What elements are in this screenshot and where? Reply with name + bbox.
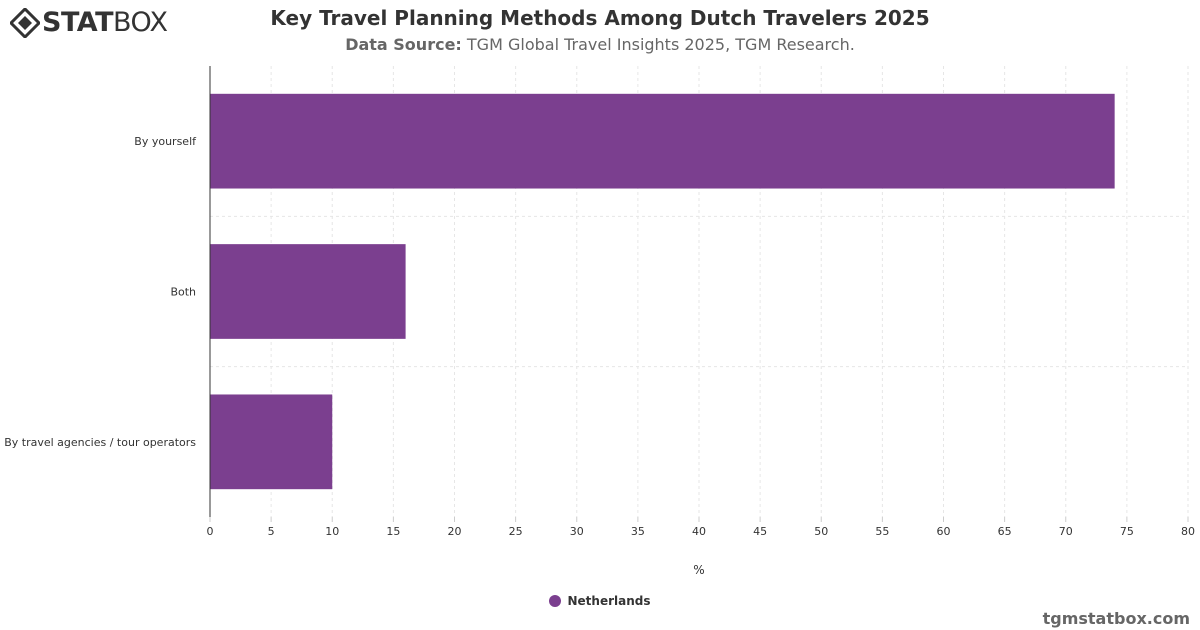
bar	[210, 244, 406, 339]
bar	[210, 394, 333, 490]
y-tick-label: Both	[170, 286, 196, 299]
x-tick-label: 75	[1120, 525, 1134, 538]
x-tick-label: 60	[937, 525, 951, 538]
legend-label-netherlands: Netherlands	[567, 594, 651, 608]
source-text: TGM Global Travel Insights 2025, TGM Res…	[466, 35, 855, 54]
logo-text-light: BOX	[112, 7, 168, 38]
x-tick-label: 55	[875, 525, 889, 538]
x-tick-label: 20	[448, 525, 462, 538]
x-tick-label: 65	[998, 525, 1012, 538]
x-tick-label: 35	[631, 525, 645, 538]
x-tick-label: 5	[268, 525, 275, 538]
logo-text-bold: STAT	[42, 7, 113, 38]
chart-title: Key Travel Planning Methods Among Dutch …	[270, 6, 930, 30]
x-axis-title: %	[693, 563, 704, 577]
legend[interactable]: Netherlands	[0, 594, 1200, 608]
logo-text: STATBOX	[42, 8, 168, 38]
x-tick-label: 70	[1059, 525, 1073, 538]
x-tick-label: 30	[570, 525, 584, 538]
statbox-diamond-icon	[10, 8, 40, 38]
y-tick-label: By travel agencies / tour operators	[4, 436, 196, 449]
legend-marker	[549, 595, 562, 607]
x-tick-label: 50	[814, 525, 828, 538]
site-footer: tgmstatbox.com	[1042, 609, 1190, 628]
chart-subtitle: Data Source: TGM Global Travel Insights …	[0, 35, 1200, 54]
x-tick-label: 40	[692, 525, 706, 538]
x-tick-label: 80	[1181, 525, 1195, 538]
x-tick-label: 0	[207, 525, 214, 538]
x-tick-label: 10	[325, 525, 339, 538]
source-label: Data Source:	[345, 35, 462, 54]
y-tick-label: By yourself	[134, 135, 197, 148]
bar-chart: By yourself Both By travel agencies / tour…	[4, 66, 1195, 577]
x-tick-label: 45	[753, 525, 767, 538]
bar	[210, 93, 1115, 189]
x-tick-label: 25	[509, 525, 523, 538]
x-tick-label: 15	[386, 525, 400, 538]
statbox-logo: STATBOX	[10, 8, 168, 38]
